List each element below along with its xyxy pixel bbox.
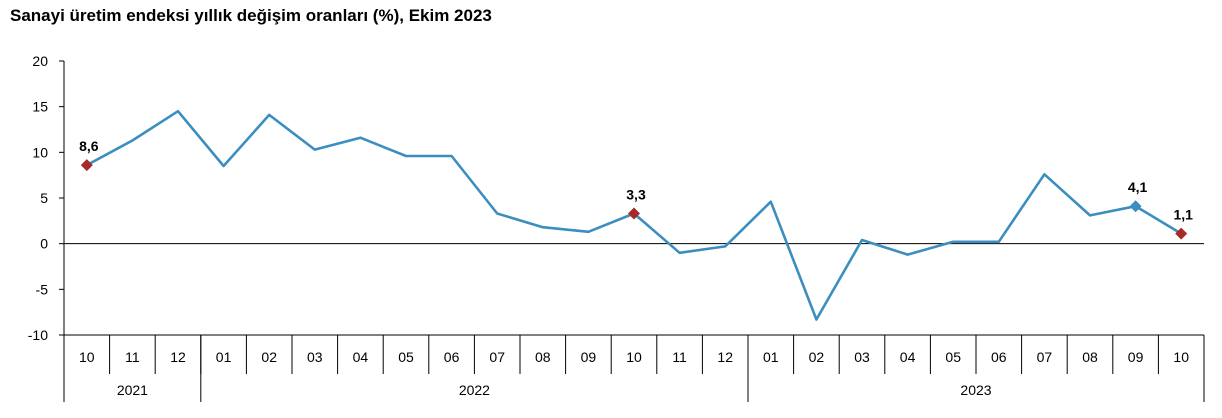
y-tick-label: -10 (28, 327, 48, 343)
year-label: 2022 (459, 382, 490, 398)
x-tick-label: 11 (125, 349, 140, 365)
highlight-marker (1175, 227, 1188, 240)
data-label: 1,1 (1173, 207, 1193, 223)
y-tick-label: 5 (40, 190, 48, 206)
y-tick-label: 20 (32, 53, 48, 69)
x-tick-label: 09 (581, 349, 597, 365)
y-axis-ticks: 20 15 10 5 0 -5 -10 (28, 53, 64, 343)
highlight-marker (628, 207, 640, 220)
highlight-markers (80, 159, 1188, 240)
highlight-marker (1129, 200, 1142, 213)
x-tick-label: 11 (672, 349, 687, 365)
x-tick-label: 09 (1128, 349, 1144, 365)
x-tick-label: 03 (307, 349, 323, 365)
highlight-marker (80, 159, 93, 172)
x-tick-label: 04 (353, 349, 369, 365)
x-tick-label: 10 (1173, 349, 1189, 365)
data-label: 8,6 (79, 138, 99, 154)
x-tick-label: 08 (1082, 349, 1098, 365)
data-labels: 8,6 3,3 4,1 1,1 (79, 138, 1193, 223)
data-label: 4,1 (1128, 179, 1148, 195)
x-tick-label: 01 (763, 349, 779, 365)
x-tick-label: 02 (261, 349, 277, 365)
x-tick-label: 04 (900, 349, 916, 365)
y-tick-label: 15 (32, 99, 48, 115)
y-tick-label: -5 (36, 281, 49, 297)
chart-title: Sanayi üretim endeksi yıllık değişim ora… (10, 6, 492, 25)
x-tick-label: 03 (854, 349, 870, 365)
x-tick-label: 08 (535, 349, 551, 365)
year-label: 2023 (960, 382, 991, 398)
y-tick-label: 0 (40, 236, 48, 252)
x-tick-label: 07 (1037, 349, 1053, 365)
x-tick-label: 06 (444, 349, 460, 365)
y-tick-label: 10 (32, 144, 48, 160)
x-tick-label: 02 (809, 349, 825, 365)
x-tick-label: 01 (216, 349, 232, 365)
x-tick-label: 07 (489, 349, 505, 365)
x-tick-label: 06 (991, 349, 1007, 365)
x-tick-label: 12 (170, 349, 186, 365)
data-label: 3,3 (626, 187, 646, 203)
x-tick-label: 12 (717, 349, 733, 365)
x-tick-label: 05 (945, 349, 961, 365)
x-tick-label: 05 (398, 349, 414, 365)
x-tick-label: 10 (79, 349, 95, 365)
x-axis-ticks: 10 11 12 01 02 03 04 05 06 07 08 09 10 11 12 01 02 03 04 05… (63, 335, 1205, 402)
year-label: 2021 (117, 382, 148, 398)
x-tick-label: 10 (626, 349, 642, 365)
